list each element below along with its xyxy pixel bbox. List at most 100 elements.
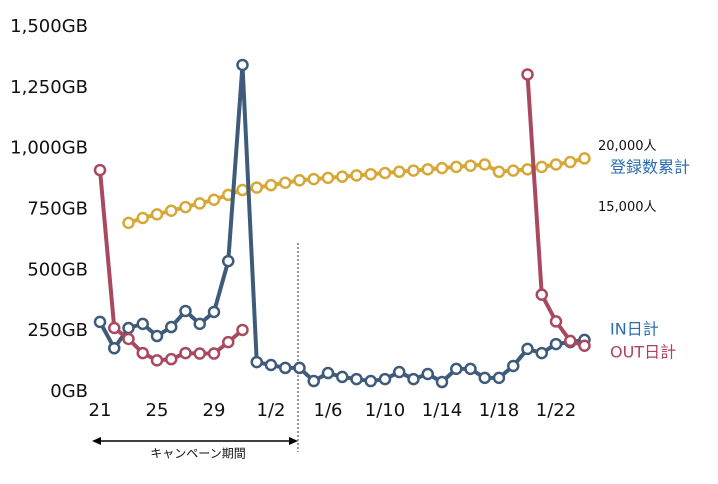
point [564, 334, 577, 348]
point [250, 181, 263, 194]
y-tick-label: 500GB [27, 259, 88, 280]
point [407, 164, 420, 177]
point [450, 362, 463, 376]
point [150, 354, 164, 367]
point [450, 160, 463, 174]
y-tick-label: 1,500GB [10, 16, 88, 37]
y-tick-label: 250GB [27, 320, 88, 341]
point [421, 367, 434, 381]
x-tick-label: 1/22 [536, 400, 576, 421]
point [492, 165, 506, 179]
point [464, 159, 477, 172]
point [350, 372, 363, 386]
point [136, 346, 149, 360]
point [108, 321, 121, 335]
point [336, 170, 349, 183]
point [578, 152, 591, 165]
point [179, 304, 192, 318]
x-tick-label: 1/6 [314, 400, 343, 421]
annotation: キャンペーン期間 [150, 447, 245, 461]
point [264, 358, 278, 372]
point [492, 371, 506, 385]
point [264, 178, 278, 192]
x-tick-label: 1/2 [257, 400, 286, 421]
point [293, 361, 306, 375]
point [207, 305, 221, 319]
y2-tick-label: 20,000人 [598, 139, 657, 154]
point [222, 335, 235, 349]
point [279, 176, 292, 189]
point [150, 329, 164, 343]
point [535, 346, 548, 360]
point [165, 320, 178, 334]
y2-tick-label: 15,000人 [598, 200, 657, 215]
point [122, 321, 135, 335]
point [236, 323, 249, 337]
point [179, 200, 192, 214]
point [108, 341, 121, 355]
point [364, 374, 377, 388]
point [549, 158, 563, 171]
point [478, 371, 491, 385]
point [378, 372, 392, 386]
point [150, 208, 164, 221]
series-label: 登録数累計 [610, 158, 690, 177]
series-label: IN日計 [610, 320, 659, 339]
y-tick-label: 0GB [50, 381, 88, 402]
arrow-head [92, 437, 101, 445]
x-tick-label: 1/10 [365, 400, 405, 421]
point [307, 172, 320, 186]
point [136, 211, 149, 225]
point [507, 164, 520, 177]
y-tick-label: 1,250GB [10, 77, 88, 98]
series-line [98, 74, 586, 363]
point [293, 174, 306, 187]
point [321, 171, 335, 185]
point [236, 58, 249, 72]
point [136, 317, 149, 331]
point [535, 288, 548, 301]
point [321, 366, 335, 380]
point [535, 160, 548, 174]
point [336, 370, 349, 384]
point [564, 155, 577, 169]
point [578, 339, 591, 353]
series-label: OUT日計 [610, 343, 676, 362]
point [250, 355, 263, 369]
x-tick-label: 1/14 [422, 400, 462, 421]
point [165, 204, 178, 217]
point [478, 158, 491, 171]
point [279, 361, 292, 375]
point [307, 374, 320, 388]
point [549, 337, 563, 351]
point [364, 167, 377, 181]
point [193, 317, 206, 331]
x-tick-label: 25 [146, 400, 169, 421]
arrow-head [289, 437, 298, 445]
y-tick-label: 750GB [27, 199, 88, 220]
point [193, 347, 206, 360]
series-line [98, 62, 585, 385]
point [378, 166, 392, 180]
point [421, 163, 434, 176]
point [93, 163, 107, 177]
point [122, 216, 135, 230]
point [222, 254, 235, 268]
point [521, 68, 534, 81]
x-tick-label: 1/18 [479, 400, 519, 421]
x-tick-label: 21 [89, 400, 112, 421]
point [521, 342, 534, 356]
point [393, 365, 406, 379]
point [464, 362, 477, 376]
point [236, 183, 249, 197]
point [193, 197, 206, 210]
point [350, 169, 363, 182]
point [407, 372, 420, 386]
point [179, 346, 192, 360]
point [507, 359, 520, 373]
point [207, 347, 221, 360]
y-tick-label: 1,000GB [10, 138, 88, 159]
point [435, 375, 449, 389]
point [122, 332, 135, 346]
